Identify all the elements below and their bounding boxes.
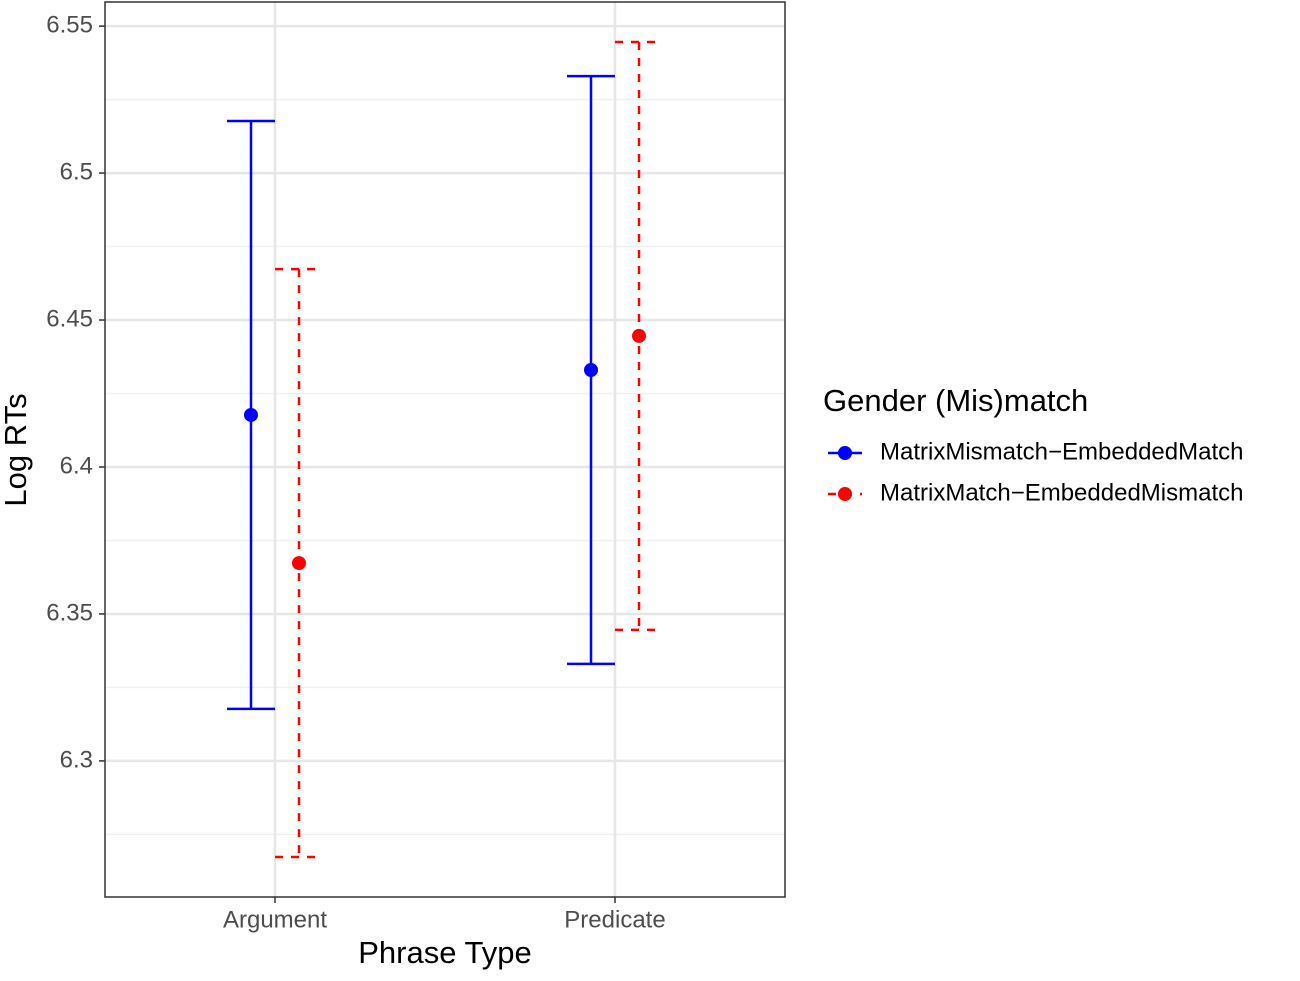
x-axis-title: Phrase Type	[358, 935, 531, 970]
y-axis-title: Log RTs	[0, 393, 33, 506]
point	[292, 556, 306, 571]
legend-title: Gender (Mis)match	[823, 383, 1088, 418]
y-tick-label: 6.5	[60, 158, 93, 185]
legend-label: MatrixMatch−EmbeddedMismatch	[880, 479, 1243, 506]
x-tick-label: Argument	[223, 906, 327, 933]
y-tick-label: 6.3	[60, 746, 93, 773]
y-tick-label: 6.45	[46, 305, 93, 332]
legend-key-point	[838, 446, 852, 460]
legend-key-point	[838, 487, 852, 501]
y-tick-label: 6.4	[60, 452, 93, 479]
y-tick-label: 6.35	[46, 599, 93, 626]
legend-label: MatrixMismatch−EmbeddedMatch	[880, 438, 1243, 465]
y-tick-label: 6.55	[46, 11, 93, 38]
point	[632, 328, 646, 343]
x-tick-label: Predicate	[564, 906, 665, 933]
point	[244, 407, 258, 422]
point	[584, 362, 598, 377]
panel-border	[104, 1, 786, 898]
